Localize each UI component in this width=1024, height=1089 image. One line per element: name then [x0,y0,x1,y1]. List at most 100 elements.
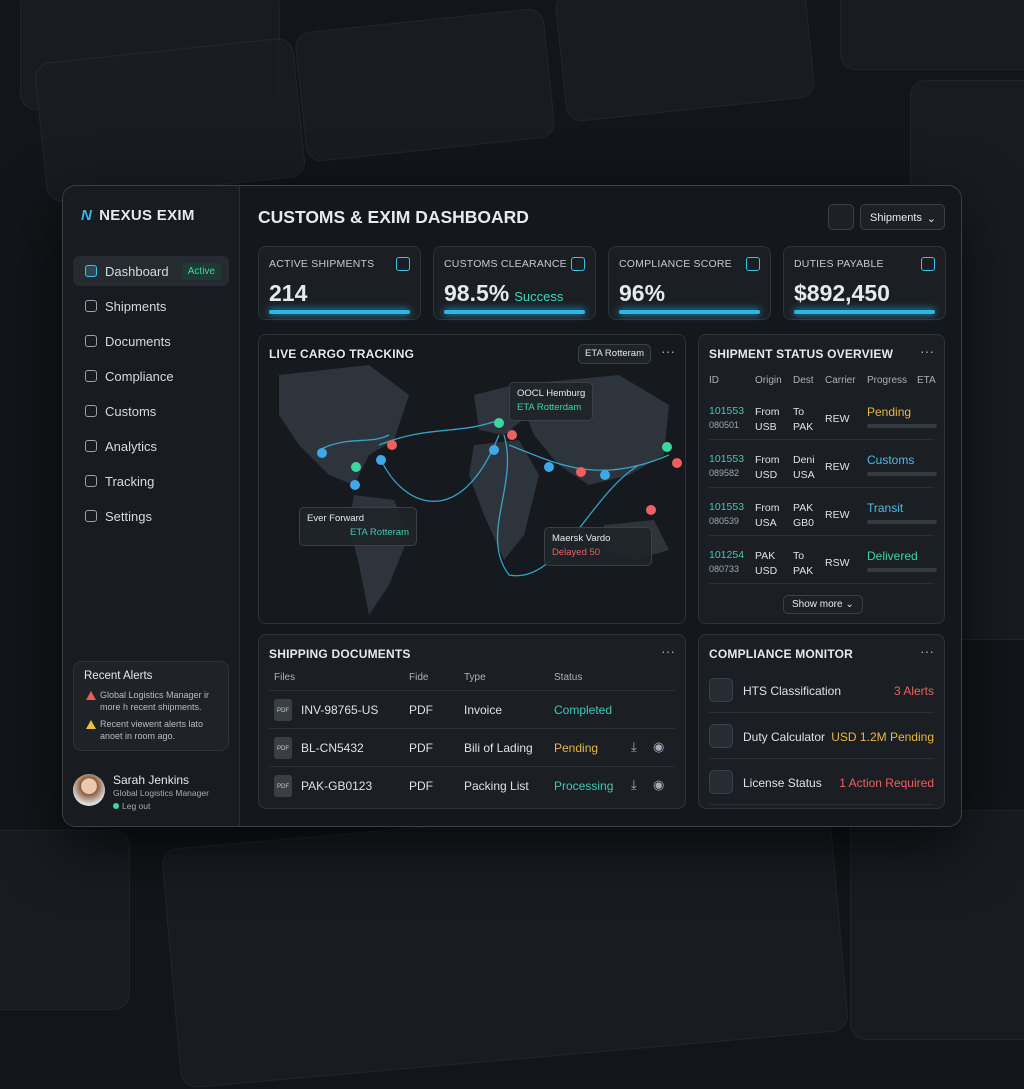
menu[interactable]: ··· [661,343,675,359]
notifications-button[interactable] [828,204,854,230]
file-type: Invoice [464,703,503,717]
file-status: Pending [554,741,599,755]
user-role: Global Logistics Manager [113,788,209,798]
view-button[interactable]: ◉ [653,777,665,792]
status-label: Pending [867,405,912,419]
bg-panel [553,0,817,123]
bg-panel [850,810,1024,1040]
item-status: 1 Action Required [839,776,934,790]
avatar [73,774,105,806]
kpi-icon [571,257,585,271]
brand-name: NEXUS EXIM [99,207,195,224]
shipment-sub-id: 080539 [709,516,740,526]
shipment-id: 101553 [709,453,745,465]
kpi-card: ACTIVE SHIPMENTS 214 [258,246,421,320]
item-status: USD 1.2M Pending [831,730,934,744]
user-name: Sarah Jenkins [113,773,190,787]
nav-label: Analytics [105,439,158,454]
file-icon: PDF [274,737,292,759]
document-row: PDF BL-CN5432 PDF Bili of Lading Pending ⤓ ◉ [269,728,675,766]
kpi-label: DUTIES PAYABLE [794,258,884,270]
kpi-label: COMPLIANCE SCORE [619,258,732,270]
item-label: Duty Calculator [743,730,826,744]
destination: PAK GB0 [793,502,815,530]
vessel-name: OOCL Hemburg [517,388,586,399]
carrier: REW [825,413,850,425]
progress-track [867,568,937,572]
vessel-status: ETA Rotterdam [517,402,582,414]
alert-item: Recent viewent alerts lato anoet in room… [84,719,218,742]
nav-item[interactable]: Dashboard Active [73,256,229,286]
panel-title: COMPLIANCE MONITOR [709,647,854,661]
shipment-id: 101254 [709,549,745,561]
bg-panel [840,0,1024,70]
nav-item[interactable]: Settings [73,501,229,531]
nav-label: Compliance [105,369,174,384]
map-filter[interactable]: ETA Rotteram [578,344,651,365]
vessel-tag: Ever Forward ETA Rotteram [299,507,417,546]
carrier: RSW [825,557,850,569]
origin: PAK USD [755,550,778,578]
alert-item: Global Logistics Manager ir more h recen… [84,690,218,713]
show-more-button[interactable]: Show more ⌄ [783,595,863,614]
column-header: Progress [867,375,908,386]
nav-item[interactable]: Analytics [73,431,229,461]
destination: To PAK [793,550,814,578]
nav-label: Documents [105,334,171,349]
status-row: 101553 080501 From USB To PAK REW Pending [709,393,937,440]
nav-item[interactable]: Documents [73,326,229,356]
bg-panel [293,7,557,163]
origin: From USA [755,502,780,530]
vessel-tag: Maersk Vardo Delayed 50 [544,527,652,566]
nav-label: Customs [105,404,157,419]
status-label: Transit [867,501,904,515]
nav-icon [85,440,97,452]
kpi-bar [619,310,760,314]
kpi-card: DUTIES PAYABLE $892,450 [783,246,946,320]
column-header: Origin [755,375,782,386]
menu[interactable]: ··· [661,643,675,659]
item-icon [709,724,733,748]
column-header: ETA [917,375,936,386]
kpi-bar [269,310,410,314]
nav-icon [85,300,97,312]
kpi-note: Success [514,289,564,304]
nav-item[interactable]: Customs [73,396,229,426]
download-button[interactable]: ⤓ [631,739,637,754]
document-row: PDF PAK-GB0123 PDF Packing List Processing ⤓ ◉ [269,766,675,804]
kpi-icon [746,257,760,271]
nav-item[interactable]: Shipments [73,291,229,321]
menu[interactable]: ··· [920,343,934,359]
column-header: Type [464,672,486,683]
shipment-sub-id: 080733 [709,564,740,574]
nav-item[interactable]: Compliance [73,361,229,391]
file-name: BL-CN5432 [301,741,364,755]
nav-item[interactable]: Tracking [73,466,229,496]
kpi-value: 96% [619,280,665,307]
item-icon [709,770,733,794]
column-header: Status [554,672,583,683]
dropdown-label: Shipments [870,212,922,224]
nav-icon [85,475,97,487]
compliance-panel: COMPLIANCE MONITOR ··· HTS Classificatio… [698,634,945,809]
file-type: Packing List [464,779,529,793]
alerts-title: Recent Alerts [84,670,153,682]
documents-panel: SHIPPING DOCUMENTS ··· Files Fide Type Stat… [258,634,686,809]
file-format: PDF [409,703,433,717]
file-icon: PDF [274,699,292,721]
kpi-label: CUSTOMS CLEARANCE [444,258,567,270]
column-header: Dest [793,375,814,386]
bg-panel [0,830,130,1010]
view-button[interactable]: ◉ [653,739,665,754]
kpi-number: 98.5% [444,280,510,306]
menu[interactable]: ··· [920,643,934,659]
nav-icon [85,510,97,522]
dropdown[interactable]: Shipments ⌄ [860,204,945,230]
brand: N NEXUS EXIM [81,207,195,224]
user-status[interactable]: Leg out [113,801,150,811]
file-name: INV-98765-US [301,703,379,717]
kpi-card: CUSTOMS CLEARANCE 98.5% Success [433,246,596,320]
kpi-value: 98.5% Success [444,280,563,307]
download-button[interactable]: ⤓ [631,777,637,792]
